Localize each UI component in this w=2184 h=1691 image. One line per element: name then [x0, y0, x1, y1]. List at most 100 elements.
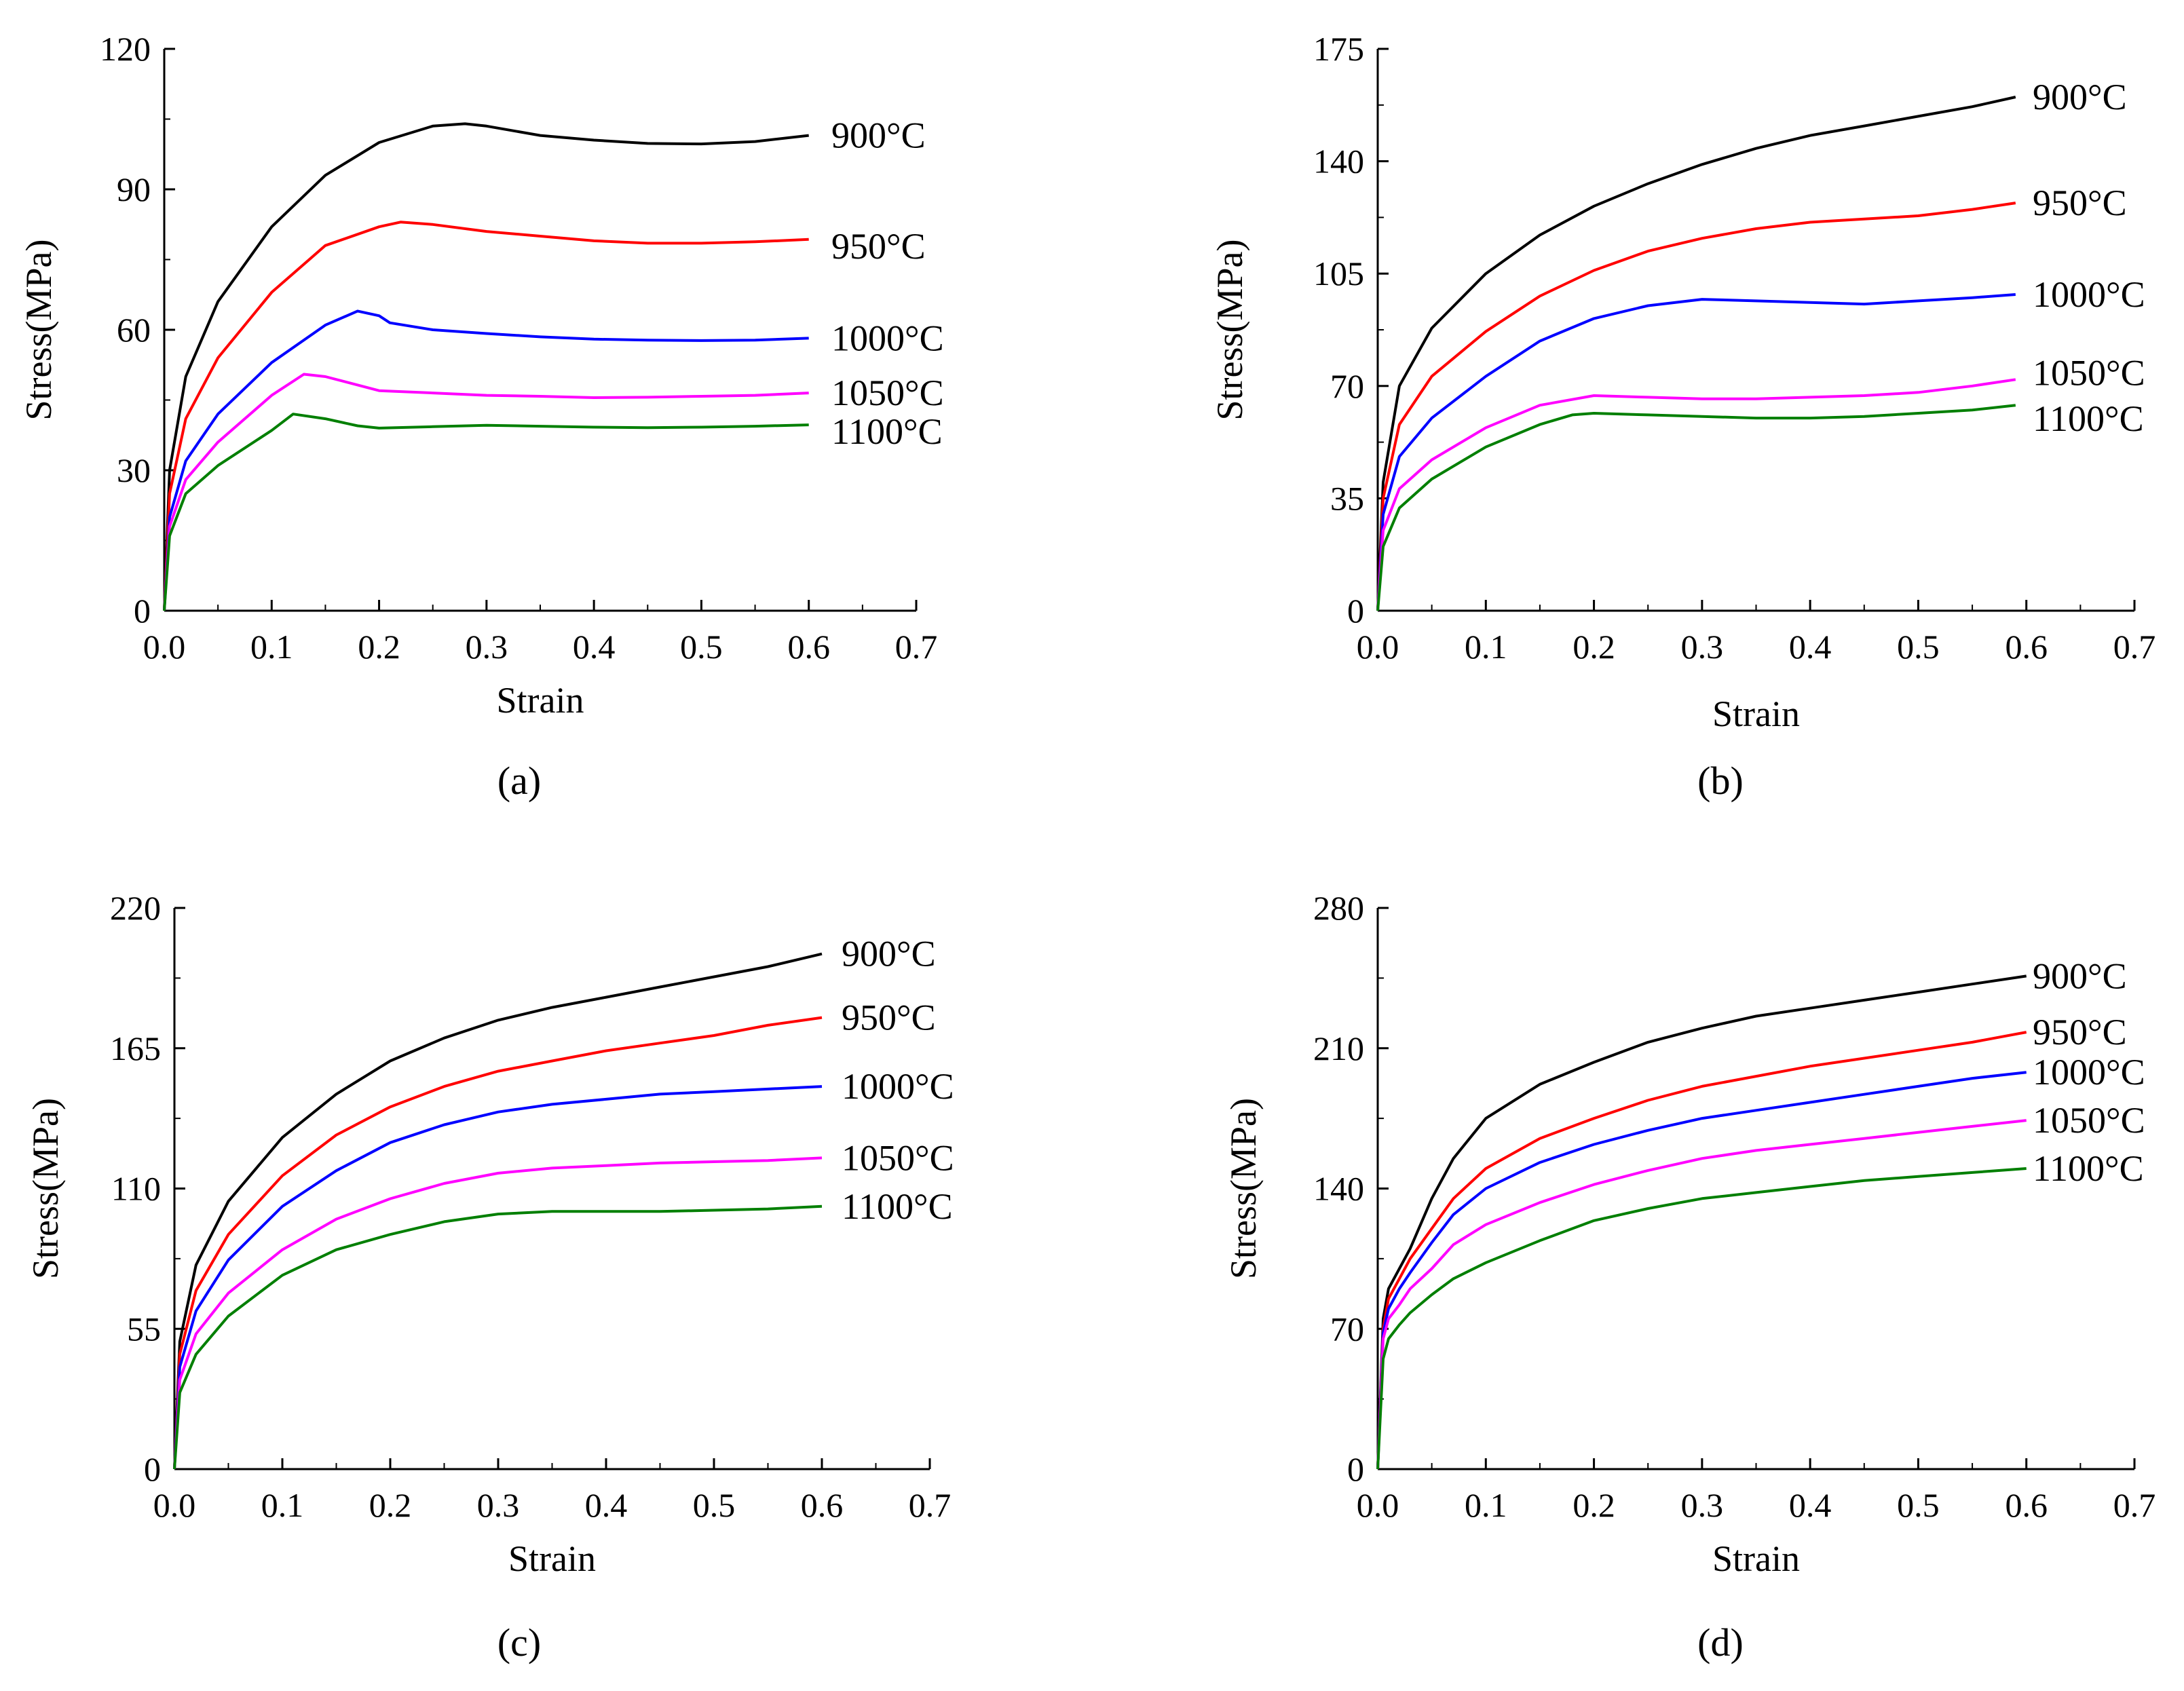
x-tick-label: 0.7: [2113, 1486, 2156, 1524]
y-tick-label: 35: [1330, 479, 1364, 517]
chart-panel-b: 0.0 0.1 0.2 0.3 0.4 0.5 0.6 0.7 0 35 70 105 140 175 St…: [1209, 30, 2155, 803]
series-label: 1100°C: [2033, 1148, 2144, 1189]
series-line: [1376, 378, 2016, 611]
series-line: [173, 952, 823, 1470]
series-label: 900°C: [2033, 77, 2127, 117]
x-tick-label: 0.5: [1897, 628, 1940, 666]
y-tick-label: 220: [110, 889, 161, 927]
series-line: [1376, 1031, 2027, 1470]
series-label: 950°C: [842, 998, 936, 1038]
y-tick-label: 175: [1313, 30, 1364, 68]
series-line: [1376, 1167, 2027, 1470]
x-tick-label: 0.0: [153, 1486, 196, 1524]
series-line: [1376, 293, 2016, 611]
panel-caption: (b): [1697, 759, 1744, 803]
y-tick-label: 0: [1347, 592, 1364, 630]
y-axis-title: Stress(MPa): [18, 240, 59, 421]
series-line: [163, 373, 809, 611]
x-tick-label: 0.6: [801, 1486, 844, 1524]
y-tick-label: 60: [117, 311, 151, 349]
series-line: [1376, 404, 2016, 611]
y-axis-title: Stress(MPa): [25, 1098, 66, 1279]
x-tick-label: 0.3: [466, 628, 508, 666]
series-line: [163, 122, 809, 611]
x-tick-label: 0.5: [1897, 1486, 1940, 1524]
series-label: 900°C: [2033, 955, 2127, 996]
y-tick-label: 70: [1330, 367, 1364, 405]
y-axis-title: Stress(MPa): [1223, 1098, 1264, 1279]
y-tick-label: 110: [111, 1170, 161, 1208]
series-label: 950°C: [2033, 1012, 2127, 1052]
series-line: [1376, 202, 2016, 611]
x-tick-label: 0.7: [2113, 628, 2156, 666]
series-label: 1050°C: [2033, 1100, 2145, 1141]
series-line: [173, 1016, 823, 1470]
series-line: [173, 1156, 823, 1470]
x-tick-label: 0.0: [1357, 1486, 1399, 1524]
series-label: 1000°C: [2033, 274, 2145, 315]
x-tick-label: 0.6: [2005, 1486, 2048, 1524]
y-tick-label: 0: [134, 592, 151, 630]
series-label: 1000°C: [2033, 1052, 2145, 1092]
x-tick-label: 0.4: [573, 628, 616, 666]
y-axis-title: Stress(MPa): [1209, 240, 1250, 421]
y-tick-label: 105: [1313, 254, 1364, 292]
y-tick-label: 0: [144, 1450, 161, 1488]
x-tick-label: 0.5: [680, 628, 723, 666]
x-axis-title: Strain: [1712, 1538, 1800, 1579]
series-label: 1050°C: [831, 373, 944, 413]
x-tick-label: 0.3: [1681, 1486, 1724, 1524]
y-tick-label: 210: [1313, 1029, 1364, 1067]
x-tick-label: 0.2: [1573, 1486, 1615, 1524]
panel-caption: (d): [1697, 1620, 1744, 1665]
x-tick-label: 0.7: [909, 1486, 952, 1524]
x-tick-label: 0.6: [2005, 628, 2048, 666]
x-tick-label: 0.3: [1681, 628, 1724, 666]
x-tick-label: 0.2: [358, 628, 400, 666]
series-line: [1376, 974, 2027, 1470]
y-tick-label: 140: [1313, 1170, 1364, 1208]
series-label: 1050°C: [2033, 352, 2145, 393]
series-line: [163, 309, 809, 611]
chart-panel-a: 0.0 0.1 0.2 0.3 0.4 0.5 0.6 0.7 0 30 60 90 120 Strain…: [18, 30, 944, 803]
series-line: [1376, 96, 2016, 611]
panel-caption: (a): [497, 759, 541, 803]
series-label: 1100°C: [831, 411, 943, 452]
x-axis-title: Strain: [497, 680, 584, 721]
x-tick-label: 0.1: [261, 1486, 304, 1524]
x-tick-label: 0.1: [1465, 1486, 1507, 1524]
y-tick-label: 140: [1313, 142, 1364, 180]
x-axis-title: Strain: [1712, 694, 1800, 734]
panel-caption: (c): [497, 1620, 541, 1665]
series-label: 950°C: [2033, 183, 2127, 223]
series-line: [173, 1204, 823, 1470]
series-label: 1100°C: [2033, 398, 2144, 439]
x-tick-label: 0.0: [143, 628, 186, 666]
series-label: 1000°C: [842, 1066, 954, 1107]
chart-panel-d: 0.0 0.1 0.2 0.3 0.4 0.5 0.6 0.7 0 70 140 210 280 Stra…: [1223, 889, 2155, 1665]
series-label: 950°C: [831, 226, 926, 267]
x-tick-label: 0.2: [1573, 628, 1615, 666]
x-tick-label: 0.6: [787, 628, 830, 666]
series-line: [163, 413, 809, 611]
series-line: [1376, 1071, 2027, 1470]
x-tick-label: 0.2: [369, 1486, 412, 1524]
x-tick-label: 0.4: [585, 1486, 628, 1524]
chart-panel-c: 0.0 0.1 0.2 0.3 0.4 0.5 0.6 0.7 0 55 110 165 220 Stra…: [25, 889, 954, 1665]
y-tick-label: 0: [1347, 1450, 1364, 1488]
x-tick-label: 0.1: [1465, 628, 1507, 666]
y-tick-label: 70: [1330, 1310, 1364, 1348]
x-tick-label: 0.4: [1789, 628, 1832, 666]
series-label: 1100°C: [842, 1186, 953, 1227]
y-tick-label: 120: [100, 30, 151, 68]
y-tick-label: 30: [117, 451, 151, 489]
series-label: 900°C: [831, 115, 926, 156]
series-label: 1050°C: [842, 1137, 954, 1178]
x-tick-label: 0.1: [250, 628, 293, 666]
x-tick-label: 0.4: [1789, 1486, 1832, 1524]
series-line: [1376, 1119, 2027, 1470]
x-tick-label: 0.5: [693, 1486, 736, 1524]
x-tick-label: 0.3: [477, 1486, 520, 1524]
series-label: 1000°C: [831, 318, 944, 358]
